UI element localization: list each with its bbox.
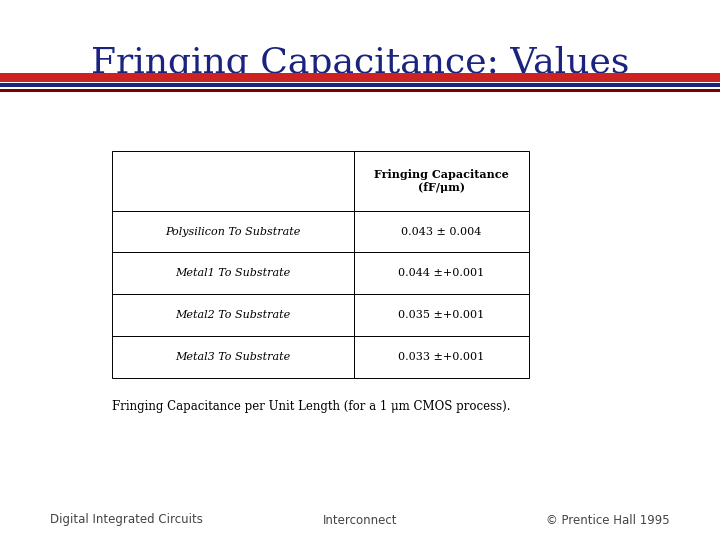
Text: © Prentice Hall 1995: © Prentice Hall 1995: [546, 514, 670, 526]
Text: Fringing Capacitance per Unit Length (for a 1 μm CMOS process).: Fringing Capacitance per Unit Length (fo…: [112, 400, 510, 413]
Text: Interconnect: Interconnect: [323, 514, 397, 526]
Text: Fringing Capacitance: Values: Fringing Capacitance: Values: [91, 46, 629, 80]
Text: Digital Integrated Circuits: Digital Integrated Circuits: [50, 514, 203, 526]
